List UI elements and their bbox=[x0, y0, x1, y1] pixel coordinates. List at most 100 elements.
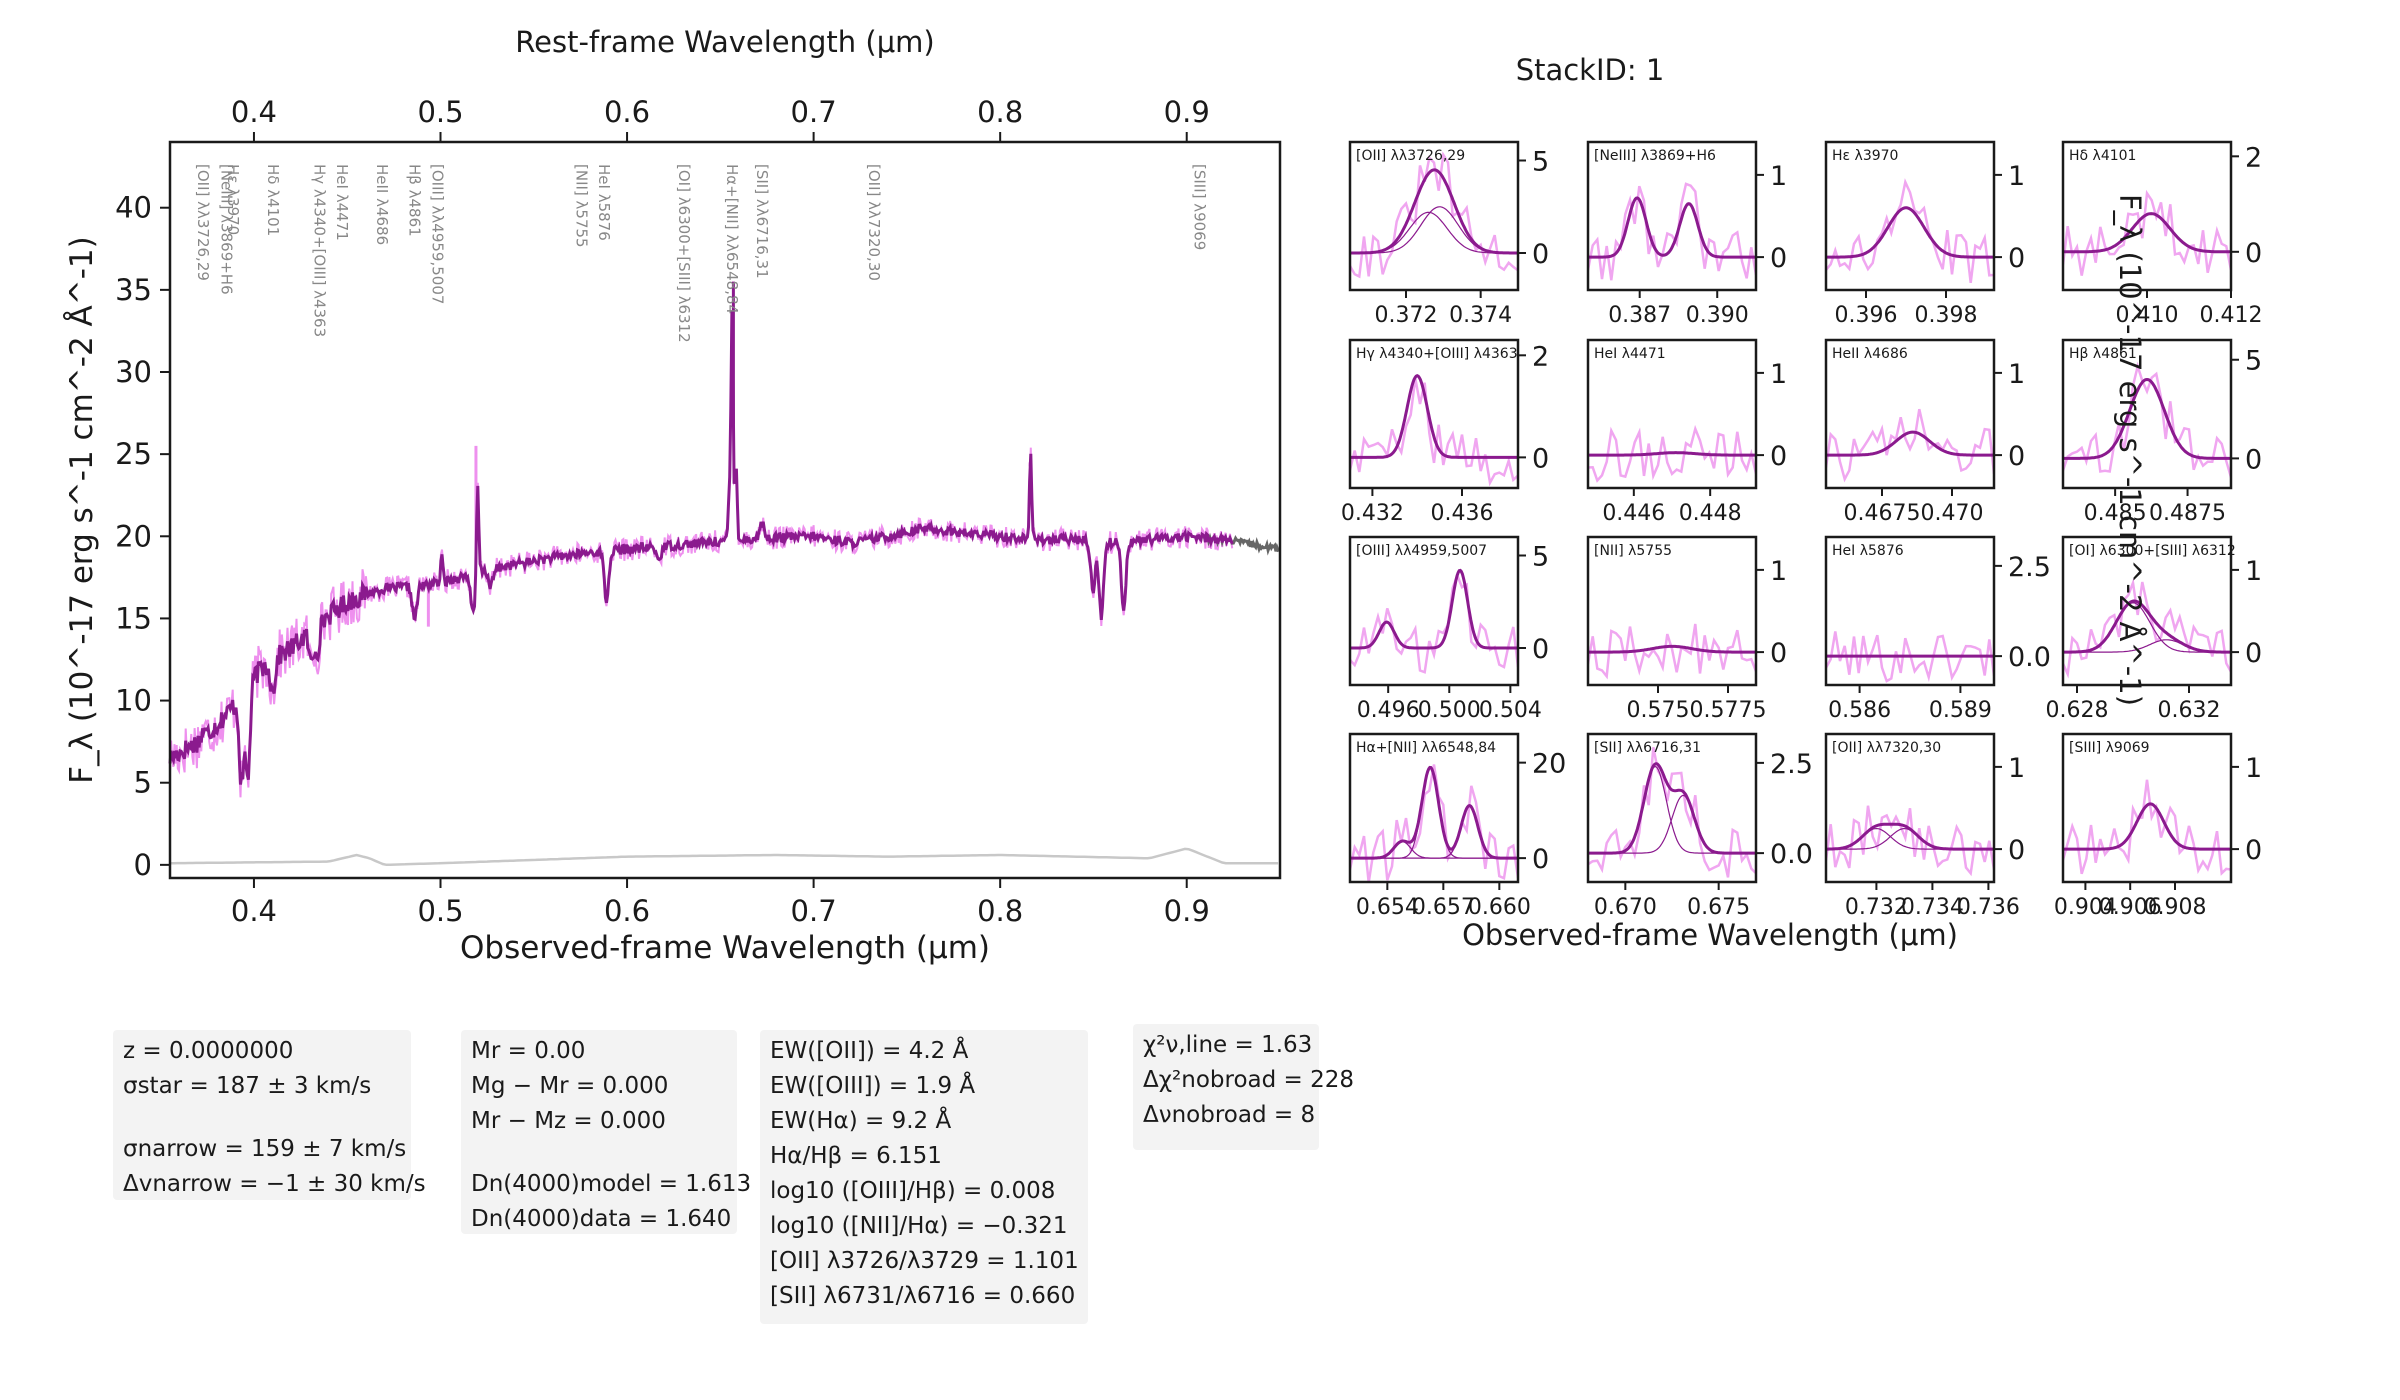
main-spectrum-plot: 0.4 0.4 0.5 0.5 0.6 0.6 0.7 0.7 0.8 0.8 0.9 0.9 0 5 10… bbox=[64, 25, 1282, 966]
line-id-label: [OI] λ6300+[SIII] λ6312 bbox=[675, 164, 693, 343]
inset-fit-line bbox=[2063, 802, 2231, 851]
line-id-label: HeII λ4686 bbox=[373, 164, 391, 245]
inset-y-tick-label: 2.5 bbox=[1770, 749, 1813, 780]
bottom-x-tick-label: 0.9 bbox=[1164, 894, 1210, 928]
inset-line-label: HeII λ4686 bbox=[1832, 346, 1908, 362]
inset-x-tick-label: 0.660 bbox=[1468, 895, 1531, 920]
sii-ratio-value: [SII] λ6731/λ6716 = 0.660 bbox=[770, 1283, 1076, 1309]
inset-fit-line bbox=[1350, 765, 1518, 860]
y-tick-label: 30 bbox=[115, 355, 152, 389]
y-tick-label: 25 bbox=[115, 437, 152, 471]
inset-y-tick-label: 0 bbox=[2008, 835, 2025, 866]
inset-y-tick-label: 1 bbox=[1770, 556, 1787, 587]
inset-fit-line bbox=[1826, 430, 1994, 457]
line-id-label: [OII] λλ7320,30 bbox=[865, 164, 883, 281]
inset-x-tick-label: 0.4675 bbox=[1844, 501, 1921, 526]
inset-frame bbox=[1824, 732, 1996, 884]
inset-x-tick-label: 0.575 bbox=[1627, 698, 1690, 723]
y-tick-label: 15 bbox=[115, 601, 152, 635]
top-x-tick-label: 0.8 bbox=[977, 95, 1023, 129]
inset-line-label: [OI] λ6300+[SIII] λ6312 bbox=[2069, 543, 2236, 559]
inset-x-tick-label: 0.410 bbox=[2116, 303, 2179, 328]
bottom-x-tick-label: 0.6 bbox=[604, 894, 650, 928]
inset-data-line bbox=[2063, 577, 2231, 679]
inset-x-tick-label: 0.470 bbox=[1921, 501, 1984, 526]
inset-line-label: [OII] λλ7320,30 bbox=[1832, 740, 1941, 756]
line-id-label: [OIII] λλ4959,5007 bbox=[428, 164, 446, 304]
inset-y-tick-label: 0 bbox=[1532, 443, 1549, 474]
inset-x-tick-label: 0.446 bbox=[1602, 501, 1665, 526]
delta-chi2-value: Δχ²nobroad = 228 bbox=[1143, 1067, 1354, 1093]
ew-halpha-value: EW(Hα) = 9.2 Å bbox=[770, 1108, 952, 1134]
inset-data-line bbox=[1588, 424, 1756, 483]
delta-nu-value: Δνnobroad = 8 bbox=[1143, 1102, 1316, 1128]
inset-line-label: HeI λ4471 bbox=[1594, 346, 1666, 362]
inset-y-tick-label: 5 bbox=[2245, 346, 2262, 377]
top-x-tick-label: 0.6 bbox=[604, 95, 650, 129]
inset-data-line bbox=[1826, 408, 1994, 483]
inset-x-tick-label: 0.732 bbox=[1845, 895, 1908, 920]
y-axis-label: F_λ (10^-17 erg s^-1 cm^-2 Å^-1) bbox=[64, 236, 100, 783]
inset-y-tick-label: 2.5 bbox=[2008, 552, 2051, 583]
inset-panel: Hβ λ4861 0.485 0.4875 0 5 bbox=[2061, 338, 2262, 526]
inset-line-label: Hα+[NII] λλ6548,84 bbox=[1356, 740, 1496, 756]
inset-frame bbox=[2061, 535, 2233, 687]
inset-line-label: [NII] λ5755 bbox=[1594, 543, 1672, 559]
mg-mr-value: Mg − Mr = 0.000 bbox=[471, 1073, 669, 1099]
oii-ratio-value: [OII] λ3726/λ3729 = 1.101 bbox=[770, 1248, 1079, 1274]
data-spectrum-line bbox=[169, 313, 1234, 798]
inset-panel: Hγ λ4340+[OIII] λ4363 0.432 0.436 0 2 bbox=[1341, 338, 1549, 526]
inset-data-line bbox=[1588, 182, 1756, 281]
nii-halpha-value: log10 ([NII]/Hα) = −0.321 bbox=[770, 1213, 1068, 1239]
inset-y-tick-label: 0 bbox=[2245, 835, 2262, 866]
inset-x-tick-label: 0.448 bbox=[1679, 501, 1742, 526]
inset-y-tick-label: 1 bbox=[1770, 359, 1787, 390]
inset-content bbox=[1350, 374, 1518, 487]
inset-content bbox=[1350, 151, 1518, 279]
ew-oii-value: EW([OII]) = 4.2 Å bbox=[770, 1038, 969, 1064]
main-plot-frame bbox=[168, 140, 1282, 880]
inset-line-label: [OIII] λλ4959,5007 bbox=[1356, 543, 1487, 559]
top-x-axis-label: Rest-frame Wavelength (μm) bbox=[515, 25, 934, 59]
mr-value: Mr = 0.00 bbox=[471, 1038, 586, 1064]
inset-fit-line bbox=[1588, 644, 1756, 654]
insets-title: StackID: 1 bbox=[1516, 53, 1665, 87]
inset-panel: [OII] λλ3726,29 0.372 0.374 0 5 bbox=[1348, 140, 1549, 328]
inset-x-tick-label: 0.485 bbox=[2084, 501, 2147, 526]
inset-x-tick-label: 0.374 bbox=[1449, 303, 1512, 328]
inset-frame bbox=[1586, 140, 1758, 292]
inset-panel: [NeIII] λ3869+H6 0.387 0.390 0 1 bbox=[1586, 140, 1787, 328]
inset-panel: [SII] λλ6716,31 0.670 0.675 0.0 2.5 bbox=[1586, 732, 1813, 920]
inset-frame bbox=[1348, 140, 1520, 292]
inset-y-tick-label: 0 bbox=[2008, 243, 2025, 274]
inset-x-tick-label: 0.396 bbox=[1835, 303, 1898, 328]
info-box-redshift-kinematics: z = 0.0000000 σstar = 187 ± 3 km/s σnarr… bbox=[113, 1030, 426, 1200]
inset-x-tick-label: 0.586 bbox=[1828, 698, 1891, 723]
inset-content bbox=[1826, 178, 1994, 283]
inset-y-tick-label: 0 bbox=[1532, 634, 1549, 665]
top-x-tick-label: 0.5 bbox=[417, 95, 463, 129]
error-spectrum-line bbox=[170, 847, 1279, 867]
inset-y-tick-label: 0 bbox=[1532, 239, 1549, 270]
inset-y-tick-label: 1 bbox=[2245, 556, 2262, 587]
bottom-x-tick-label: 0.4 bbox=[231, 894, 277, 928]
inset-y-tick-label: 0 bbox=[1770, 243, 1787, 274]
inset-y-tick-label: 0 bbox=[1770, 441, 1787, 472]
sigma-narrow-value: σnarrow = 159 ± 7 km/s bbox=[123, 1136, 407, 1162]
inset-y-tick-label: 2 bbox=[1532, 341, 1549, 372]
inset-fit-line bbox=[1588, 196, 1756, 259]
inset-data-line bbox=[1350, 151, 1518, 279]
inset-content bbox=[2063, 361, 2231, 478]
inset-line-label: Hβ λ4861 bbox=[2069, 346, 2137, 362]
bottom-x-axis-label: Observed-frame Wavelength (μm) bbox=[460, 930, 990, 966]
inset-fit-line bbox=[2063, 377, 2231, 460]
inset-content bbox=[1350, 568, 1518, 674]
inset-y-tick-label: 0 bbox=[2245, 638, 2262, 669]
insets-y-axis-label: F_λ (10^-17 erg s^-1 cm^-2 Å^-1) bbox=[2113, 194, 2147, 706]
inset-y-tick-label: 0 bbox=[1770, 638, 1787, 669]
inset-content bbox=[1350, 764, 1518, 882]
inset-content bbox=[2063, 779, 2231, 876]
